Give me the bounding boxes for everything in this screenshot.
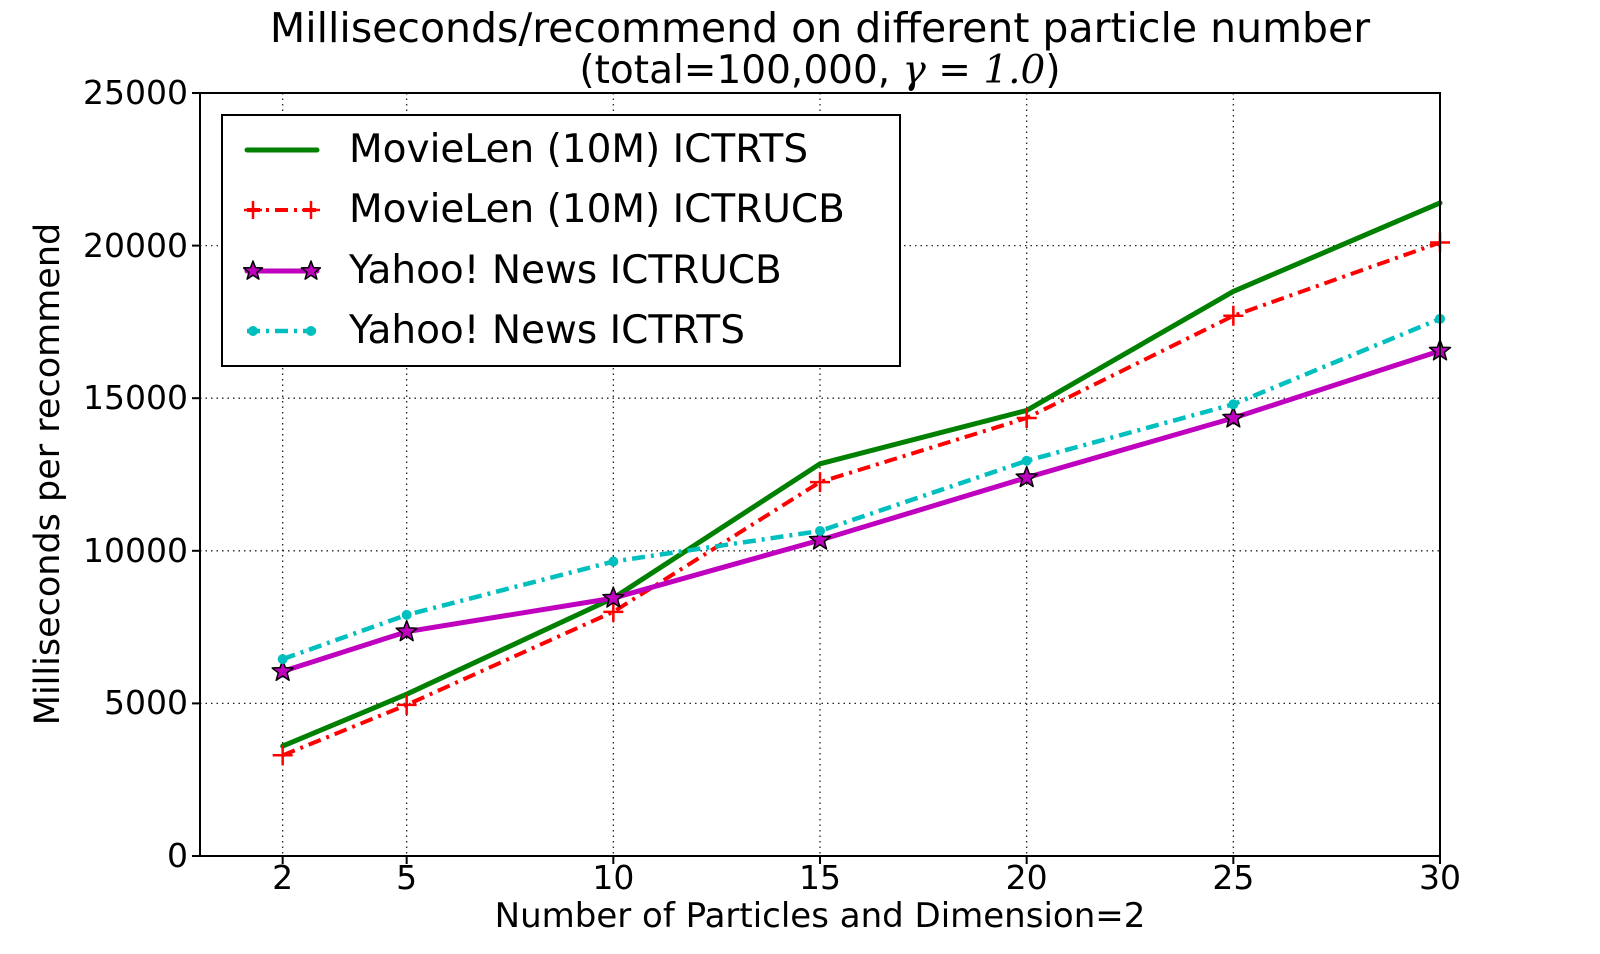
star-marker: [602, 586, 625, 608]
legend-label: Yahoo! News ICTRUCB: [349, 247, 782, 293]
legend-line-sample: [247, 325, 317, 336]
star-marker: [300, 259, 321, 280]
chart-title-line2: (total=100,000, γ = 1.0): [579, 50, 1060, 92]
legend-entry: MovieLen (10M) ICTRTS: [243, 128, 899, 172]
dot-marker: [248, 325, 258, 336]
dot-marker: [608, 556, 619, 567]
x-tick-label: 30: [1419, 858, 1461, 897]
legend-line-sample: [244, 201, 320, 220]
legend-entry: MovieLen (10M) ICTRUCB: [243, 188, 899, 232]
legend: MovieLen (10M) ICTRTS MovieLen (10M) ICTR…: [221, 114, 901, 367]
star-marker: [1222, 406, 1245, 428]
y-axis-label: Milliseconds per recommend: [28, 222, 68, 726]
plus-marker: [244, 201, 262, 220]
chart-title-line1: Milliseconds/recommend on different part…: [269, 4, 1371, 52]
chart-title-line2-suffix: ): [1045, 48, 1061, 93]
x-tick-label: 2: [272, 858, 294, 897]
legend-line-sample: [244, 147, 320, 153]
y-tick-label: 15000: [83, 378, 188, 418]
chart-title-line2-prefix: (total=100,000,: [579, 48, 903, 93]
plus-marker: [603, 601, 624, 622]
star-marker: [808, 528, 832, 550]
y-tick-label: 10000: [83, 530, 188, 570]
star-marker: [395, 619, 418, 642]
series-line: [281, 316, 1441, 662]
plus-marker: [396, 694, 417, 715]
y-tick-label: 5000: [104, 683, 188, 723]
dot-marker: [306, 325, 316, 336]
plus-marker: [1016, 408, 1037, 429]
legend-entry: Yahoo! News ICTRUCB: [243, 247, 899, 293]
star-marker: [243, 259, 264, 280]
star-marker: [271, 659, 294, 682]
legend-label: MovieLen (10M) ICTRUCB: [349, 187, 845, 233]
dot-marker: [1228, 399, 1239, 410]
x-axis-label: Number of Particles and Dimension=2: [494, 896, 1146, 936]
y-tick-label: 0: [167, 836, 188, 875]
x-tick-label: 20: [1005, 858, 1048, 897]
series-line: [280, 348, 1443, 674]
legend-entry: Yahoo! News ICTRTS: [243, 307, 899, 353]
x-tick-label: 5: [396, 858, 418, 897]
dot-marker: [815, 525, 825, 536]
y-tick-label: 20000: [83, 225, 188, 265]
plus-marker: [272, 745, 293, 766]
chart-title-gamma: γ = 1.0: [902, 48, 1046, 93]
x-tick-label: 10: [592, 858, 635, 897]
legend-label: MovieLen (10M) ICTRTS: [349, 127, 809, 173]
legend-line-sample: [243, 259, 321, 280]
plus-marker: [810, 472, 830, 493]
plus-marker: [1223, 305, 1244, 326]
x-tick-label: 25: [1212, 858, 1255, 897]
plot-frame: [199, 92, 1441, 857]
dot-marker: [401, 609, 412, 620]
series-line: [280, 200, 1443, 749]
legend-label: Yahoo! News ICTRTS: [349, 307, 745, 353]
star-marker: [1015, 465, 1038, 488]
y-tick-label: 25000: [83, 73, 188, 112]
x-tick-label: 15: [799, 858, 841, 897]
plus-marker: [302, 201, 320, 220]
dot-marker: [277, 654, 288, 665]
dot-marker: [1021, 455, 1032, 466]
